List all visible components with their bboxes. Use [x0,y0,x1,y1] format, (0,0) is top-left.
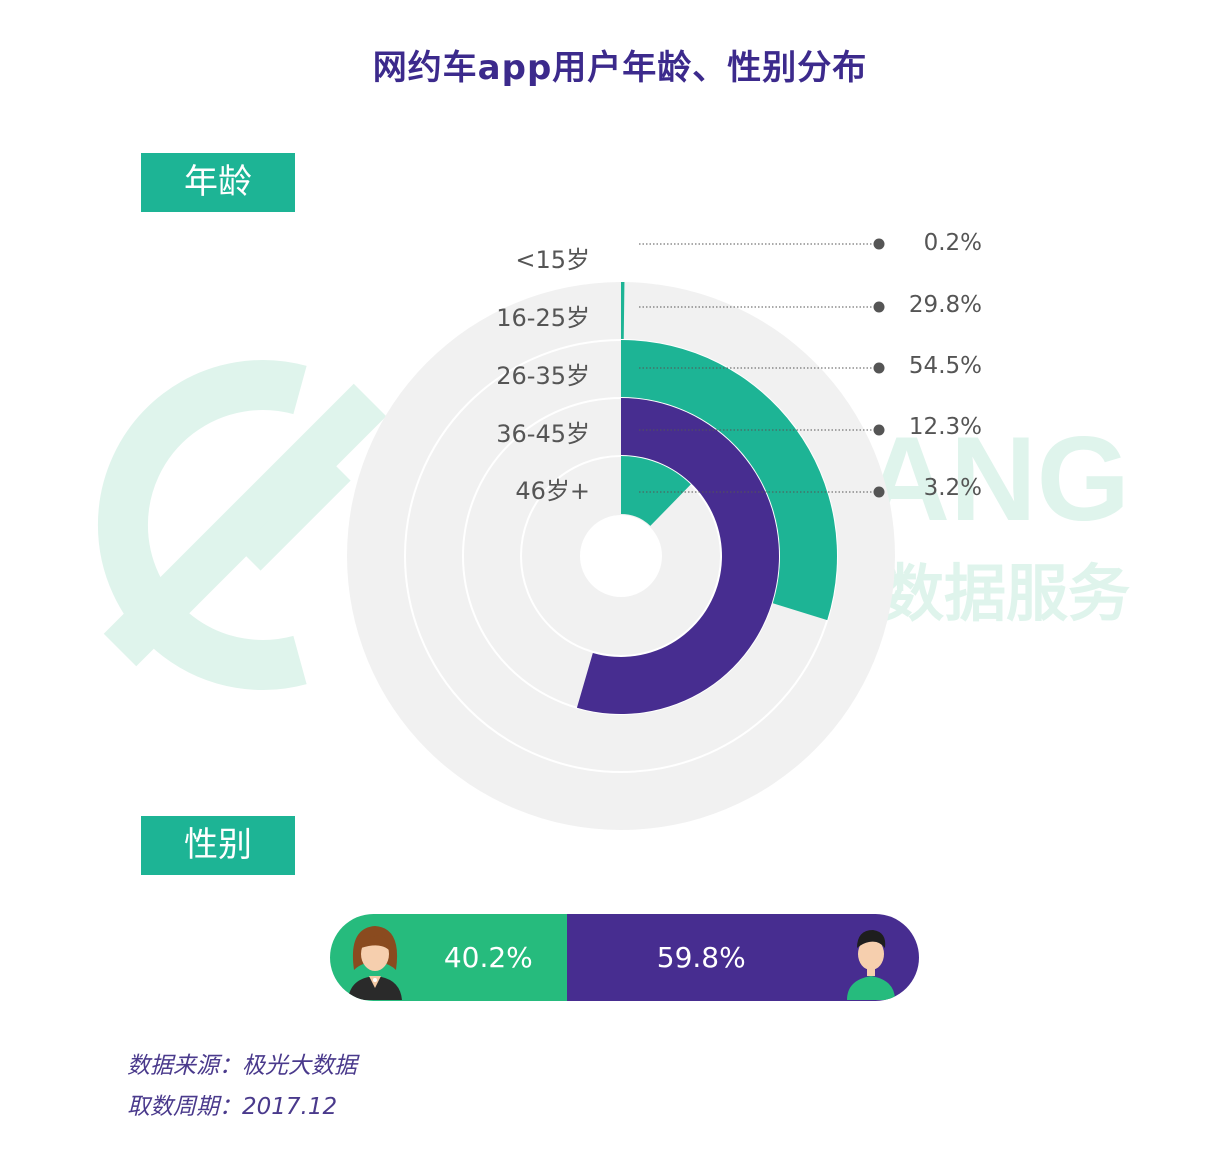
age-section-tag: 年龄 [141,153,295,212]
radial-center-hole [580,515,662,597]
gender-section-tag: 性别 [141,816,295,875]
page-title: 网约车app用户年龄、性别分布 [372,48,868,88]
footer-source: 数据来源：极光大数据 [127,1053,357,1079]
age-bar-0 [621,282,625,340]
age-bar-1 [621,340,837,621]
age-label-26-35: 26-35岁 [496,362,590,390]
gender-male-segment: 59.8% [566,914,919,1001]
age-label-16-25: 16-25岁 [496,304,590,332]
age-radial-chart [347,282,895,830]
leader-dot-3 [873,424,885,436]
age-label-36-45: 36-45岁 [496,420,590,448]
age-leader-lines [639,238,885,498]
leader-dot-4 [873,486,885,498]
watermark-text-cn: 数据服务 [882,557,1130,630]
age-value-16-25: 29.8% [908,292,982,318]
gender-female-segment: 40.2% [330,914,567,1001]
age-bar-2 [576,398,780,714]
male-avatar-icon [847,930,895,1000]
female-avatar-icon [348,926,402,1000]
leader-dot-1 [873,301,885,313]
age-value-36-45: 12.3% [908,414,982,440]
leader-dot-2 [873,362,885,374]
watermark-logo: ANG 数据服务 [98,360,1130,690]
age-value-26-35: 54.5% [908,353,982,379]
footer-period: 取数周期：2017.12 [127,1094,338,1120]
age-label-46plus: 46岁+ [515,477,590,505]
age-label-under15: <15岁 [515,246,590,274]
leader-dot-0 [873,238,885,250]
watermark-text-en: ANG [863,412,1130,546]
gender-female-value: 40.2% [443,941,533,974]
age-bar-3 [621,456,691,526]
gender-bar: 40.2% 59.8% [330,914,919,1001]
gender-male-value: 59.8% [656,941,746,974]
age-value-46plus: 3.2% [923,475,982,501]
age-value-under15: 0.2% [923,230,982,256]
